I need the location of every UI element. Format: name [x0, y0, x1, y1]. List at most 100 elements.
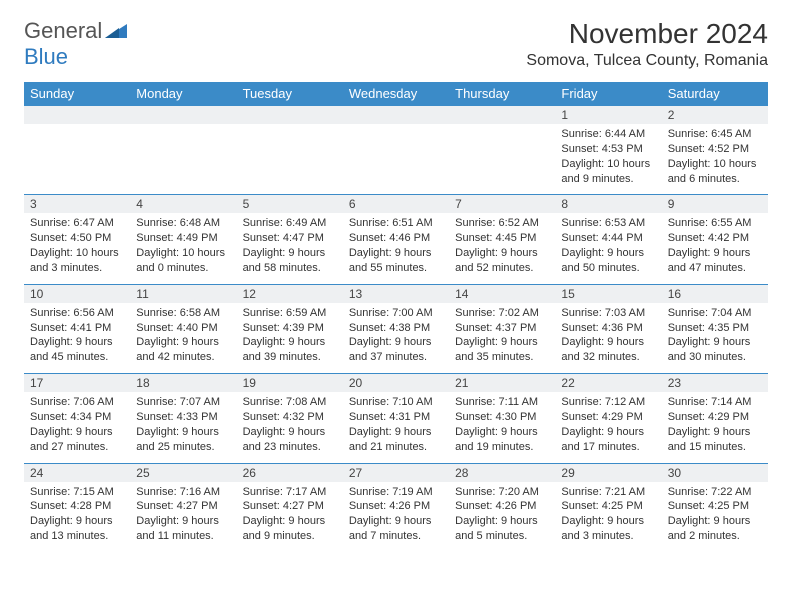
sunrise-line: Sunrise: 7:19 AM: [349, 485, 443, 500]
daylight-line: Daylight: 9 hours and 17 minutes.: [561, 425, 655, 455]
day-detail-cell: Sunrise: 7:12 AMSunset: 4:29 PMDaylight:…: [555, 392, 661, 463]
day-detail-cell: Sunrise: 7:03 AMSunset: 4:36 PMDaylight:…: [555, 303, 661, 374]
day-detail-cell: Sunrise: 6:59 AMSunset: 4:39 PMDaylight:…: [237, 303, 343, 374]
sunset-line: Sunset: 4:26 PM: [349, 499, 443, 514]
day-detail-cell: Sunrise: 6:56 AMSunset: 4:41 PMDaylight:…: [24, 303, 130, 374]
day-detail-cell: [130, 124, 236, 195]
day-number-cell: 29: [555, 463, 661, 482]
day-number-cell: 25: [130, 463, 236, 482]
logo-text-blue: Blue: [24, 44, 68, 69]
daylight-line: Daylight: 9 hours and 11 minutes.: [136, 514, 230, 544]
daylight-line: Daylight: 9 hours and 15 minutes.: [668, 425, 762, 455]
day-header: Sunday: [24, 82, 130, 106]
day-header-row: SundayMondayTuesdayWednesdayThursdayFrid…: [24, 82, 768, 106]
day-detail-cell: Sunrise: 6:47 AMSunset: 4:50 PMDaylight:…: [24, 213, 130, 284]
location: Somova, Tulcea County, Romania: [526, 52, 768, 70]
sunrise-line: Sunrise: 6:44 AM: [561, 127, 655, 142]
day-number-cell: 5: [237, 195, 343, 214]
day-detail-cell: Sunrise: 7:07 AMSunset: 4:33 PMDaylight:…: [130, 392, 236, 463]
day-number-cell: 2: [662, 106, 768, 125]
sunset-line: Sunset: 4:50 PM: [30, 231, 124, 246]
day-detail-cell: [449, 124, 555, 195]
day-number-cell: 4: [130, 195, 236, 214]
day-header: Tuesday: [237, 82, 343, 106]
day-number-cell: 8: [555, 195, 661, 214]
day-header: Wednesday: [343, 82, 449, 106]
day-number-cell: [237, 106, 343, 125]
logo-mark-icon: [105, 24, 127, 38]
day-detail-cell: Sunrise: 6:45 AMSunset: 4:52 PMDaylight:…: [662, 124, 768, 195]
sunset-line: Sunset: 4:28 PM: [30, 499, 124, 514]
week-detail-row: Sunrise: 7:06 AMSunset: 4:34 PMDaylight:…: [24, 392, 768, 463]
sunset-line: Sunset: 4:25 PM: [668, 499, 762, 514]
sunset-line: Sunset: 4:39 PM: [243, 321, 337, 336]
day-number-cell: 23: [662, 374, 768, 393]
daylight-line: Daylight: 9 hours and 50 minutes.: [561, 246, 655, 276]
week-number-row: 3456789: [24, 195, 768, 214]
sunrise-line: Sunrise: 6:51 AM: [349, 216, 443, 231]
day-header: Monday: [130, 82, 236, 106]
week-number-row: 17181920212223: [24, 374, 768, 393]
day-number-cell: 19: [237, 374, 343, 393]
day-number-cell: 24: [24, 463, 130, 482]
day-detail-cell: Sunrise: 7:06 AMSunset: 4:34 PMDaylight:…: [24, 392, 130, 463]
day-number-cell: 7: [449, 195, 555, 214]
daylight-line: Daylight: 9 hours and 55 minutes.: [349, 246, 443, 276]
day-number-cell: 3: [24, 195, 130, 214]
day-detail-cell: Sunrise: 6:58 AMSunset: 4:40 PMDaylight:…: [130, 303, 236, 374]
day-detail-cell: Sunrise: 6:52 AMSunset: 4:45 PMDaylight:…: [449, 213, 555, 284]
day-number-cell: 10: [24, 284, 130, 303]
daylight-line: Daylight: 9 hours and 9 minutes.: [243, 514, 337, 544]
logo: General Blue: [24, 18, 127, 70]
sunrise-line: Sunrise: 7:21 AM: [561, 485, 655, 500]
daylight-line: Daylight: 9 hours and 27 minutes.: [30, 425, 124, 455]
sunset-line: Sunset: 4:37 PM: [455, 321, 549, 336]
sunrise-line: Sunrise: 7:00 AM: [349, 306, 443, 321]
sunrise-line: Sunrise: 7:02 AM: [455, 306, 549, 321]
day-header: Friday: [555, 82, 661, 106]
sunset-line: Sunset: 4:27 PM: [136, 499, 230, 514]
day-detail-cell: Sunrise: 7:10 AMSunset: 4:31 PMDaylight:…: [343, 392, 449, 463]
header: General Blue November 2024 Somova, Tulce…: [24, 18, 768, 70]
daylight-line: Daylight: 9 hours and 35 minutes.: [455, 335, 549, 365]
day-header: Saturday: [662, 82, 768, 106]
day-number-cell: [449, 106, 555, 125]
daylight-line: Daylight: 10 hours and 0 minutes.: [136, 246, 230, 276]
sunset-line: Sunset: 4:35 PM: [668, 321, 762, 336]
sunrise-line: Sunrise: 6:56 AM: [30, 306, 124, 321]
day-number-cell: 27: [343, 463, 449, 482]
day-detail-cell: [24, 124, 130, 195]
sunset-line: Sunset: 4:38 PM: [349, 321, 443, 336]
day-number-cell: 21: [449, 374, 555, 393]
day-detail-cell: Sunrise: 7:17 AMSunset: 4:27 PMDaylight:…: [237, 482, 343, 552]
day-detail-cell: Sunrise: 7:14 AMSunset: 4:29 PMDaylight:…: [662, 392, 768, 463]
sunrise-line: Sunrise: 6:59 AM: [243, 306, 337, 321]
day-detail-cell: Sunrise: 7:21 AMSunset: 4:25 PMDaylight:…: [555, 482, 661, 552]
title-block: November 2024 Somova, Tulcea County, Rom…: [526, 18, 768, 70]
sunrise-line: Sunrise: 7:06 AM: [30, 395, 124, 410]
day-number-cell: [343, 106, 449, 125]
sunset-line: Sunset: 4:44 PM: [561, 231, 655, 246]
day-number-cell: [24, 106, 130, 125]
daylight-line: Daylight: 9 hours and 42 minutes.: [136, 335, 230, 365]
sunset-line: Sunset: 4:27 PM: [243, 499, 337, 514]
sunrise-line: Sunrise: 6:47 AM: [30, 216, 124, 231]
sunset-line: Sunset: 4:46 PM: [349, 231, 443, 246]
day-number-cell: 18: [130, 374, 236, 393]
sunset-line: Sunset: 4:52 PM: [668, 142, 762, 157]
daylight-line: Daylight: 9 hours and 7 minutes.: [349, 514, 443, 544]
sunrise-line: Sunrise: 6:55 AM: [668, 216, 762, 231]
sunrise-line: Sunrise: 7:10 AM: [349, 395, 443, 410]
sunrise-line: Sunrise: 7:17 AM: [243, 485, 337, 500]
week-detail-row: Sunrise: 6:56 AMSunset: 4:41 PMDaylight:…: [24, 303, 768, 374]
day-number-cell: 12: [237, 284, 343, 303]
day-number-cell: 6: [343, 195, 449, 214]
calendar-table: SundayMondayTuesdayWednesdayThursdayFrid…: [24, 82, 768, 552]
daylight-line: Daylight: 9 hours and 13 minutes.: [30, 514, 124, 544]
day-number-cell: 15: [555, 284, 661, 303]
day-detail-cell: Sunrise: 6:53 AMSunset: 4:44 PMDaylight:…: [555, 213, 661, 284]
sunrise-line: Sunrise: 6:45 AM: [668, 127, 762, 142]
sunset-line: Sunset: 4:30 PM: [455, 410, 549, 425]
day-detail-cell: Sunrise: 7:00 AMSunset: 4:38 PMDaylight:…: [343, 303, 449, 374]
sunrise-line: Sunrise: 6:58 AM: [136, 306, 230, 321]
